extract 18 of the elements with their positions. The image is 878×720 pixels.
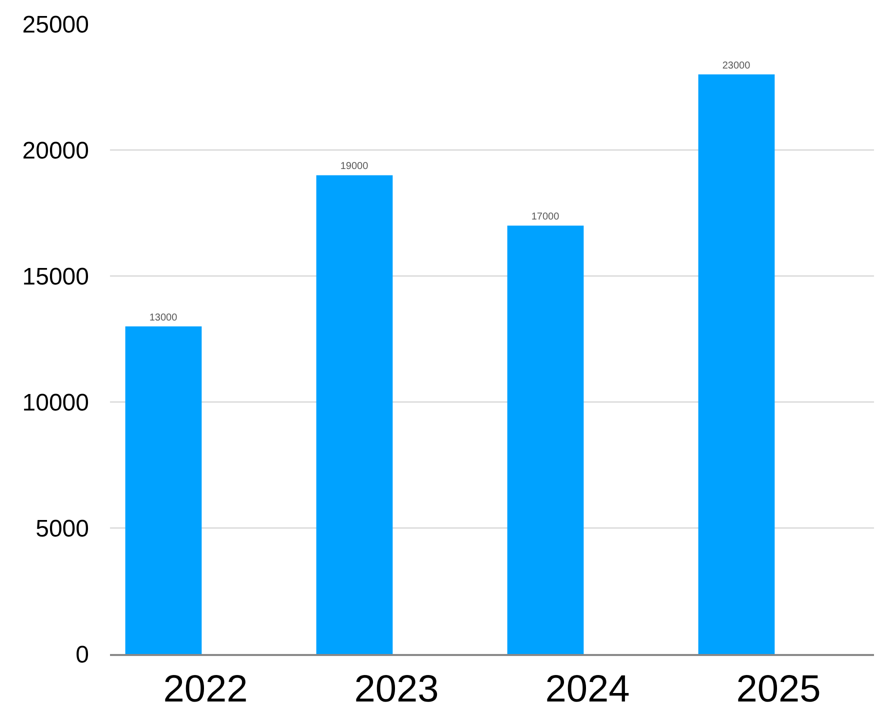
- bar: [125, 326, 202, 654]
- bar: [507, 226, 584, 654]
- data-label: 13000: [149, 312, 178, 324]
- x-tick-label: 2023: [354, 668, 439, 711]
- y-tick-label: 25000: [22, 11, 89, 38]
- x-tick-label: 2024: [545, 668, 630, 711]
- x-tick-label: 2025: [736, 668, 821, 711]
- data-label: 19000: [340, 161, 369, 172]
- y-tick-label: 10000: [22, 389, 89, 416]
- bar: [698, 74, 775, 654]
- y-tick-label: 15000: [22, 263, 89, 290]
- data-label: 17000: [531, 212, 560, 223]
- data-label: 23000: [722, 60, 751, 72]
- y-tick-label: 20000: [22, 137, 89, 164]
- y-tick-label: 5000: [36, 515, 89, 542]
- y-tick-label: 0: [76, 641, 89, 668]
- bar: [316, 175, 393, 654]
- x-tick-label: 2022: [163, 668, 248, 711]
